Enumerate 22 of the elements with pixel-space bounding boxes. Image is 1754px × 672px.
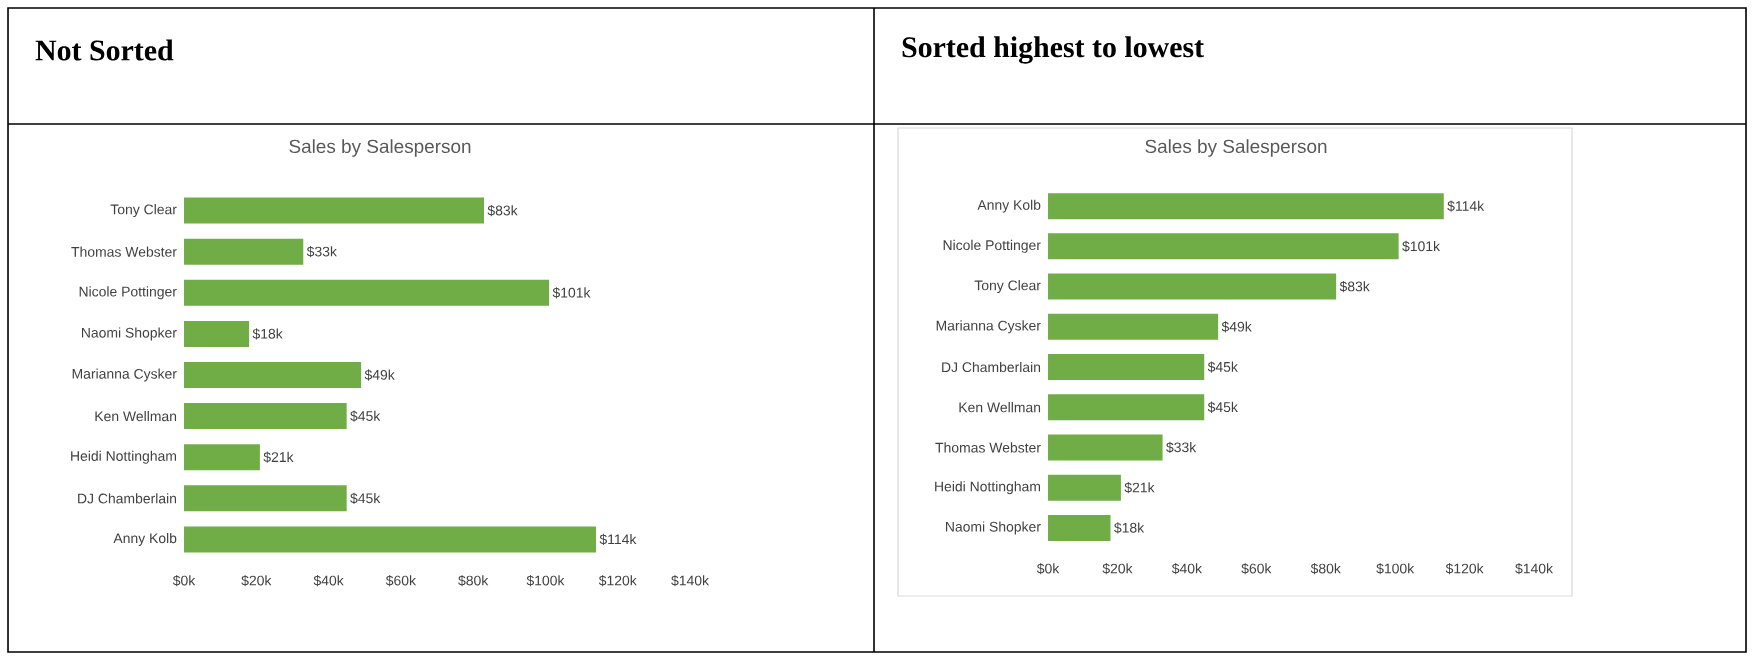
bar [1048,354,1205,381]
bar [184,320,250,347]
bar [1048,394,1205,421]
bar [184,238,304,265]
bar [184,526,597,553]
bar [184,403,347,430]
bar [1048,474,1121,501]
bar [1048,193,1444,220]
bar [184,362,362,389]
bar [184,197,484,224]
bar [1048,434,1163,461]
chart-title: Sorted highest to lowest [902,36,1204,64]
bar [1048,514,1111,541]
bar [1048,273,1337,300]
chart-subtitle: Sales by Salesperson [1145,139,1327,157]
bar [1048,233,1399,260]
bar [184,485,347,512]
chart-title: Not Sorted [35,39,174,61]
chart-subtitle: Sales by Salesperson [289,139,471,157]
bar [1048,313,1219,340]
bar [184,279,550,306]
bar [184,444,260,471]
